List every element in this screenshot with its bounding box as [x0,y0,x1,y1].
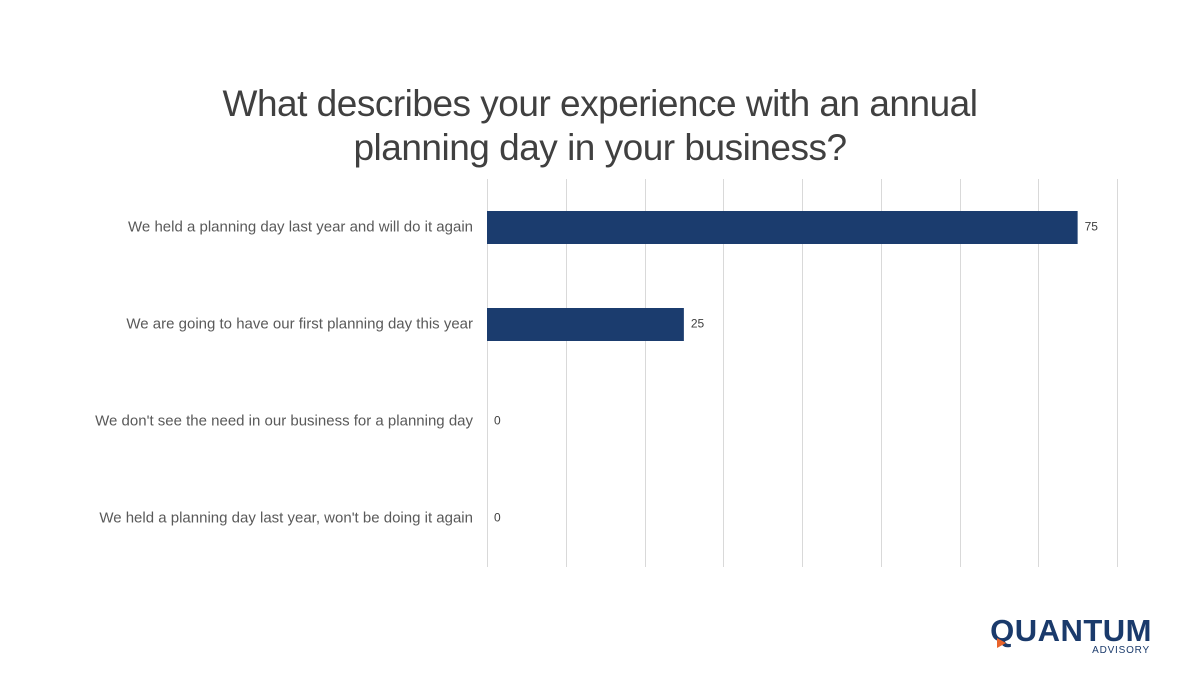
data-label: 75 [1085,220,1099,234]
category-label: We don't see the need in our business fo… [95,412,473,429]
quantum-advisory-logo: QUANTUM ADVISORY [982,614,1152,658]
bar [487,308,684,341]
bar [487,211,1078,244]
chart-title-line-2: planning day in your business? [353,127,847,168]
logo-tagline: ADVISORY [1092,645,1150,656]
data-label: 25 [691,317,705,331]
chart-title-line-1: What describes your experience with an a… [222,83,978,124]
chart-title: What describes your experience with an a… [0,82,1200,170]
data-label: 0 [494,511,501,525]
category-label: We held a planning day last year and wil… [128,218,473,235]
logo-play-icon [997,638,1006,648]
data-label: 0 [494,414,501,428]
logo-wordmark: QUANTUM [990,613,1152,648]
category-label: We held a planning day last year, won't … [99,509,473,526]
category-label: We are going to have our first planning … [126,315,473,332]
